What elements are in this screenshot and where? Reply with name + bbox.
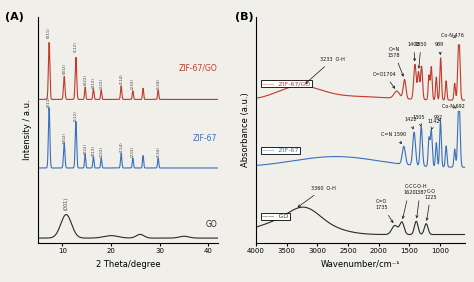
Text: (233): (233) bbox=[131, 78, 135, 89]
Text: GO: GO bbox=[205, 220, 217, 229]
Text: C=N 1590: C=N 1590 bbox=[382, 132, 407, 144]
Text: 1305: 1305 bbox=[412, 115, 425, 126]
Text: C-C
1620: C-C 1620 bbox=[402, 184, 416, 218]
Text: (134): (134) bbox=[156, 78, 160, 89]
Text: C-O-H
1387: C-O-H 1387 bbox=[413, 184, 428, 218]
Text: (022): (022) bbox=[83, 143, 87, 154]
Text: (233): (233) bbox=[131, 146, 135, 157]
Text: (112): (112) bbox=[74, 110, 78, 121]
Text: 1422: 1422 bbox=[404, 117, 417, 129]
Text: (001): (001) bbox=[64, 197, 69, 210]
Text: (022): (022) bbox=[83, 74, 87, 85]
Text: (002): (002) bbox=[62, 131, 66, 142]
X-axis label: Wavenumber/cm⁻¹: Wavenumber/cm⁻¹ bbox=[320, 260, 400, 269]
Text: ZIF-67/GO: ZIF-67/GO bbox=[178, 63, 217, 72]
Text: (114): (114) bbox=[119, 73, 123, 84]
Text: 3360  O-H: 3360 O-H bbox=[298, 186, 336, 207]
X-axis label: 2 Theta/degree: 2 Theta/degree bbox=[96, 260, 160, 269]
Text: 989: 989 bbox=[435, 42, 444, 54]
Text: (011): (011) bbox=[47, 27, 51, 38]
Text: (112): (112) bbox=[74, 41, 78, 52]
Text: 1408: 1408 bbox=[407, 42, 420, 61]
Text: C=N
1578: C=N 1578 bbox=[388, 47, 403, 76]
Text: ZIF-67: ZIF-67 bbox=[193, 134, 217, 143]
Y-axis label: Absorbance (a.u.): Absorbance (a.u.) bbox=[241, 92, 250, 167]
Text: (134): (134) bbox=[156, 147, 160, 157]
Text: Co-N 692: Co-N 692 bbox=[442, 104, 465, 109]
Text: C-O
1225: C-O 1225 bbox=[425, 189, 437, 220]
Text: (114): (114) bbox=[119, 142, 123, 153]
Text: (013): (013) bbox=[91, 145, 95, 156]
Text: Co-N 476: Co-N 476 bbox=[441, 33, 464, 38]
Text: (222): (222) bbox=[99, 146, 103, 157]
Text: ——  ZIF-67/GO: —— ZIF-67/GO bbox=[262, 81, 310, 86]
Text: (002): (002) bbox=[62, 63, 66, 74]
Text: (222): (222) bbox=[99, 78, 103, 89]
Text: (013): (013) bbox=[91, 77, 95, 88]
Text: 1142: 1142 bbox=[428, 119, 440, 130]
Text: ——  ZIF-67: —— ZIF-67 bbox=[262, 148, 299, 153]
Text: 1350: 1350 bbox=[415, 42, 427, 68]
Text: C=O
1735: C=O 1735 bbox=[375, 199, 393, 222]
Text: (011): (011) bbox=[47, 96, 51, 107]
Y-axis label: Intensity / a.u.: Intensity / a.u. bbox=[23, 100, 32, 160]
Text: (A): (A) bbox=[6, 12, 24, 22]
Text: 3233  O-H: 3233 O-H bbox=[306, 57, 345, 83]
Text: 992: 992 bbox=[434, 115, 443, 121]
Text: ——  GO: —— GO bbox=[262, 214, 289, 219]
Text: C=O1704: C=O1704 bbox=[373, 72, 397, 88]
Text: (B): (B) bbox=[235, 12, 254, 22]
